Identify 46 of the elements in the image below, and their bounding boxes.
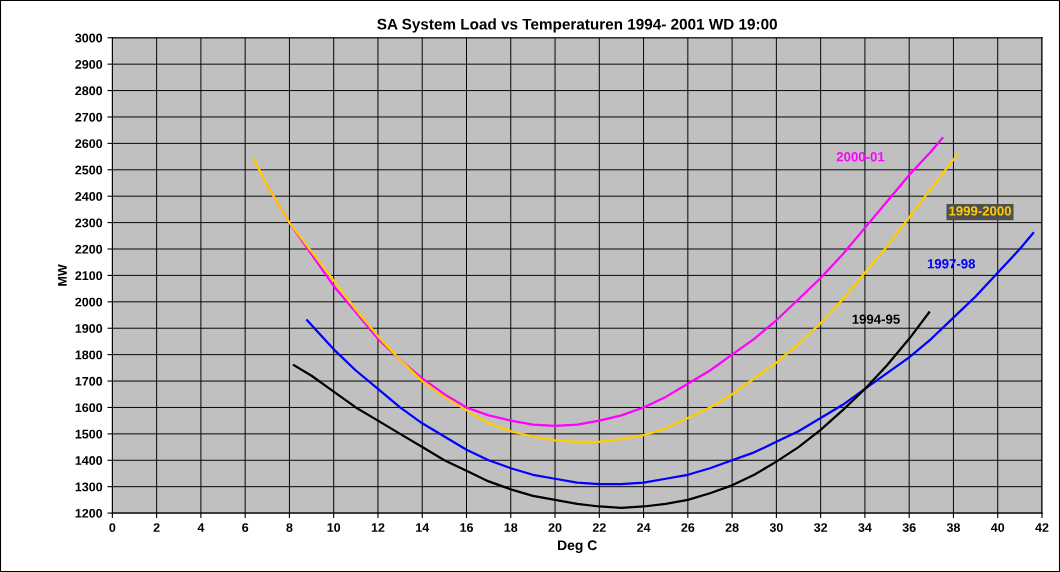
y-tick-label: 1900: [75, 324, 103, 333]
x-tick-label: 4: [197, 523, 205, 532]
x-tick-label: 14: [416, 523, 430, 532]
x-tick-label: 22: [592, 523, 606, 532]
y-tick-label: 2100: [75, 271, 103, 281]
x-tick-label: 34: [858, 523, 872, 533]
x-tick-label: 24: [637, 523, 651, 532]
y-tick-label: 1300: [75, 482, 103, 492]
x-tick-label: 10: [327, 523, 341, 532]
y-tick-label: 2700: [75, 112, 103, 122]
y-tick-label: 3000: [75, 33, 103, 43]
y-tick-label: 2000: [75, 297, 103, 307]
x-tick-label: 42: [1035, 523, 1049, 532]
x-tick-label: 18: [504, 523, 518, 532]
x-tick-label: 6: [242, 523, 249, 532]
y-axis-title: MW: [58, 264, 67, 286]
y-tick-label: 1200: [75, 508, 103, 518]
y-tick-label: 1500: [75, 429, 103, 439]
x-tick-label: 26: [681, 523, 695, 532]
x-tick-label: 20: [548, 523, 562, 532]
y-tick-label: 2400: [75, 192, 103, 201]
y-tick-label: 2200: [75, 244, 103, 254]
x-tick-label: 2: [153, 523, 160, 532]
y-tick-label: 1400: [75, 456, 103, 465]
x-tick-label: 0: [109, 523, 116, 532]
line-series: [306, 232, 1035, 486]
y-tick-label: 2800: [75, 86, 103, 96]
x-tick-label: 12: [371, 523, 385, 532]
y-tick-label: 1700: [75, 376, 103, 386]
y-tick-label: 1800: [75, 350, 103, 360]
x-tick-label: 32: [813, 523, 828, 533]
x-tick-label: 36: [902, 523, 916, 533]
y-tick-label: 2900: [75, 59, 103, 69]
x-tick-label: 16: [460, 523, 473, 532]
x-tick-label: 38: [946, 523, 961, 533]
y-tick-label: 1600: [75, 403, 103, 413]
y-tick-label: 2300: [75, 218, 103, 228]
x-tick-label: 30: [769, 523, 783, 533]
chart-title: SA System Load vs Temperaturen 1994- 2001 WD 19:00: [377, 18, 777, 33]
x-axis-title: Deg C: [558, 540, 597, 553]
x-tick-label: 40: [990, 523, 1005, 532]
y-tick-label: 2600: [75, 139, 103, 149]
y-tick-label: 2500: [75, 165, 103, 175]
x-tick-label: 8: [286, 523, 293, 532]
series-label: 1999-2000: [949, 206, 1012, 216]
x-tick-label: 28: [725, 523, 739, 532]
